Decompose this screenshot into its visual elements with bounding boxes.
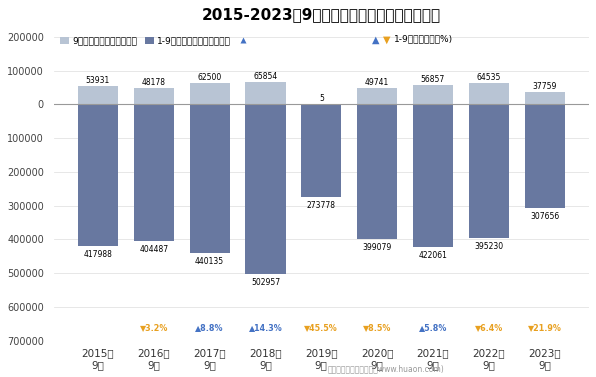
Bar xyxy=(246,104,285,274)
Text: 307656: 307656 xyxy=(530,212,559,221)
Text: ▼45.5%: ▼45.5% xyxy=(305,323,338,332)
Title: 2015-2023年9月漕河泾综合保税区进出口总额: 2015-2023年9月漕河泾综合保税区进出口总额 xyxy=(201,7,441,22)
Text: 502957: 502957 xyxy=(251,278,280,287)
Text: 422061: 422061 xyxy=(418,251,448,260)
Text: 5: 5 xyxy=(319,94,324,103)
Text: ▼21.9%: ▼21.9% xyxy=(527,323,561,332)
Text: 53931: 53931 xyxy=(86,76,110,85)
Bar xyxy=(357,87,397,104)
Text: ▲8.8%: ▲8.8% xyxy=(195,323,224,332)
Text: 制图：华经产业研究院（www.huaon.com): 制图：华经产业研究院（www.huaon.com) xyxy=(328,364,445,373)
Text: 399079: 399079 xyxy=(362,243,392,252)
Text: 273778: 273778 xyxy=(307,201,336,210)
Bar xyxy=(524,104,565,208)
Bar xyxy=(78,104,118,245)
Bar xyxy=(301,104,342,197)
Bar xyxy=(134,104,174,241)
Text: 404487: 404487 xyxy=(139,245,169,254)
Bar xyxy=(357,104,397,239)
Text: ▲14.3%: ▲14.3% xyxy=(249,323,283,332)
Bar xyxy=(134,88,174,104)
Text: 48178: 48178 xyxy=(142,78,166,87)
Bar xyxy=(524,92,565,104)
Text: ▲5.8%: ▲5.8% xyxy=(419,323,447,332)
Text: 65854: 65854 xyxy=(253,72,278,81)
Text: 417988: 417988 xyxy=(83,250,113,259)
Text: 56857: 56857 xyxy=(421,75,445,84)
Text: ▲: ▲ xyxy=(372,35,380,45)
Bar xyxy=(468,104,509,238)
Bar xyxy=(413,85,453,104)
Bar xyxy=(413,104,453,247)
Text: ▼6.4%: ▼6.4% xyxy=(474,323,503,332)
Text: 49741: 49741 xyxy=(365,78,389,87)
Bar xyxy=(78,86,118,104)
Text: ▼8.5%: ▼8.5% xyxy=(363,323,392,332)
Text: 64535: 64535 xyxy=(477,72,501,81)
Text: 395230: 395230 xyxy=(474,242,504,251)
Bar xyxy=(190,83,229,104)
Text: 440135: 440135 xyxy=(195,257,224,266)
Text: 62500: 62500 xyxy=(197,73,222,82)
Bar xyxy=(246,82,285,104)
Legend: 9月进出口总额（万美元）, 1-9月进出口总额（万美元）, : 9月进出口总额（万美元）, 1-9月进出口总额（万美元）, xyxy=(58,35,253,47)
Text: ▼3.2%: ▼3.2% xyxy=(139,323,168,332)
Text: 37759: 37759 xyxy=(532,81,557,90)
Bar xyxy=(468,83,509,104)
Text: ▼: ▼ xyxy=(383,35,390,45)
Text: 1-9月同比增速（%): 1-9月同比增速（%) xyxy=(393,35,453,44)
Bar xyxy=(190,104,229,253)
